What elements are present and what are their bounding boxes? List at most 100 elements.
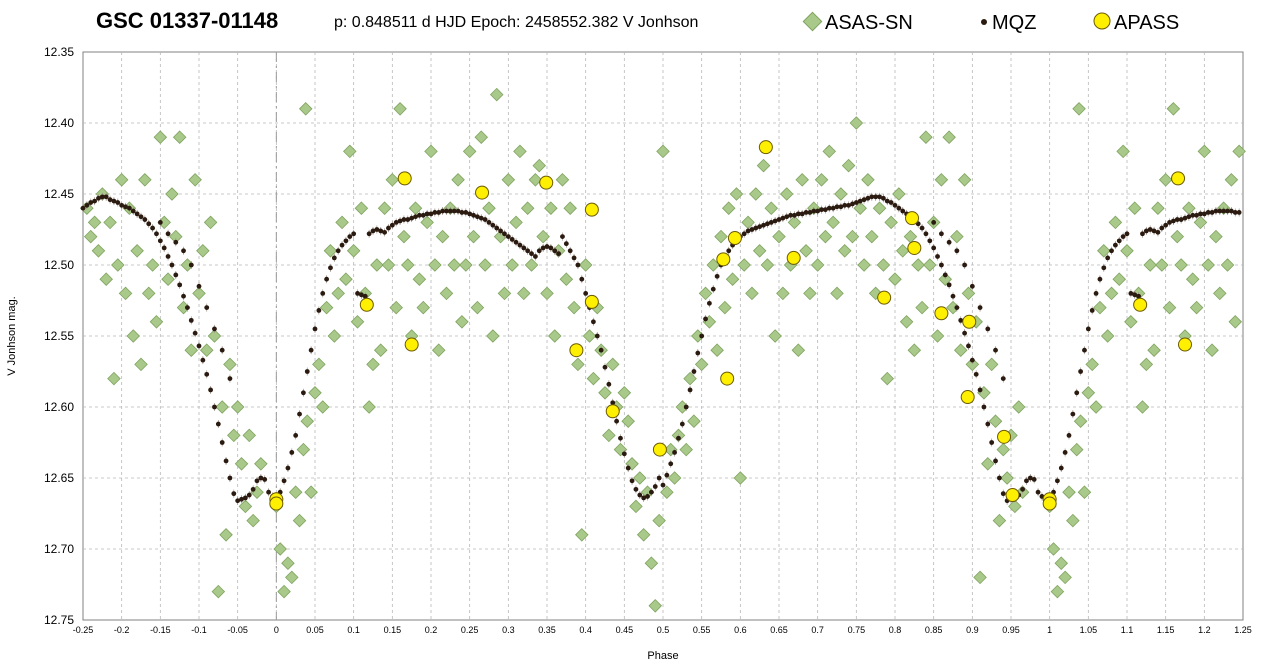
mqz-point (343, 238, 349, 244)
asas-sn-point (1073, 414, 1088, 428)
mqz-point (969, 283, 975, 289)
mqz-point (347, 234, 353, 240)
mqz-point (142, 217, 148, 222)
asas-sn-point (381, 258, 396, 272)
mqz-point (853, 200, 859, 205)
asas-sn-point (1209, 229, 1223, 244)
mqz-point (1182, 215, 1188, 221)
mqz-point (792, 212, 797, 218)
asas-sn-point (424, 144, 438, 159)
asas-sn-point (837, 244, 852, 258)
mqz-point (962, 330, 967, 336)
mqz-point (540, 245, 546, 251)
y-axis-ticks: 12.35 12.40 12.45 12.50 12.55 12.60 12.65 12.70… (44, 45, 74, 627)
apass-point (997, 429, 1012, 444)
mqz-point (1236, 210, 1242, 215)
mqz-point (235, 498, 241, 504)
asas-sn-point (733, 471, 748, 485)
asas-sn-point (153, 130, 168, 144)
mqz-point (884, 198, 890, 204)
asas-sn-point (1205, 343, 1219, 357)
asas-sn-point (211, 584, 226, 599)
asas-sn-point (130, 244, 144, 258)
mqz-point (316, 308, 322, 313)
mqz-point (459, 210, 465, 215)
mqz-point (614, 418, 619, 424)
apass-point (758, 140, 773, 155)
mqz-point (780, 215, 786, 221)
asas-sn-point (192, 286, 206, 301)
x-tick-label: -0.2 (114, 625, 130, 635)
mqz-point (977, 305, 983, 310)
asas-sn-point (648, 599, 663, 613)
mqz-point (92, 198, 97, 204)
mqz-point (741, 231, 747, 237)
asas-sn-point (1116, 144, 1130, 159)
asas-sn-point (598, 386, 612, 400)
asas-sn-point (865, 229, 879, 244)
asas-sn-point (346, 244, 361, 258)
mqz-point (993, 347, 998, 353)
apass-point (786, 250, 801, 265)
mqz-point (699, 333, 705, 339)
mqz-point (629, 478, 635, 484)
mqz-point (463, 210, 469, 215)
legend-label-apass: APASS (1114, 12, 1179, 34)
asas-sn-point (768, 329, 782, 343)
asas-sn-point (1174, 258, 1188, 272)
asas-sn-point (513, 144, 527, 159)
mqz-point (301, 390, 306, 396)
asas-sn-point (393, 102, 407, 116)
mqz-point (1163, 222, 1169, 228)
mqz-point (931, 220, 937, 225)
x-tick-label: 1 (1047, 625, 1052, 635)
mqz-point (946, 239, 952, 245)
mqz-point (181, 248, 186, 254)
asas-sn-point (803, 286, 817, 301)
apass-point (905, 211, 920, 226)
mqz-point (320, 291, 326, 296)
mqz-point (243, 495, 248, 501)
asas-sn-point (621, 414, 635, 428)
mqz-point (88, 200, 94, 205)
mqz-point (413, 214, 418, 220)
asas-sn-point (1224, 173, 1239, 187)
asas-sn-point (725, 272, 740, 286)
asas-sn-point (373, 343, 388, 357)
mqz-point (498, 228, 503, 234)
asas-sn-point (1081, 386, 1096, 400)
mqz-point (254, 478, 260, 484)
mqz-point (436, 210, 442, 215)
mqz-point (606, 381, 612, 387)
mqz-point (281, 478, 287, 484)
legend-marker-asas-sn (802, 11, 823, 32)
asas-sn-point (230, 400, 245, 414)
mqz-point (977, 387, 983, 393)
legend-label-mqz: MQZ (992, 12, 1036, 34)
mqz-point (409, 215, 415, 221)
mqz-point (1171, 218, 1176, 224)
x-tick-label: 0.8 (889, 625, 902, 635)
x-tick-label: 1.25 (1234, 625, 1252, 635)
mqz-point (432, 210, 438, 215)
asas-sn-point (87, 215, 102, 230)
mqz-point (1174, 217, 1180, 222)
asas-sn-point (343, 144, 357, 159)
mqz-point (359, 292, 364, 298)
asas-sn-point (544, 201, 558, 215)
mqz-point (575, 262, 581, 268)
legend-item-asas-sn: ASAS-SN (802, 11, 913, 34)
mqz-point (660, 482, 666, 488)
asas-sn-point (884, 215, 898, 230)
asas-sn-point (196, 244, 210, 258)
mqz-point (223, 458, 229, 464)
asas-sn-point (366, 357, 380, 372)
mqz-point (262, 477, 268, 482)
asas-sn-point (1197, 144, 1212, 159)
asas-sn-point (141, 286, 156, 301)
mqz-point (355, 291, 360, 296)
apass-point (1005, 488, 1020, 503)
mqz-point (150, 225, 156, 231)
mqz-point (420, 212, 426, 218)
mqz-point (1159, 225, 1165, 231)
